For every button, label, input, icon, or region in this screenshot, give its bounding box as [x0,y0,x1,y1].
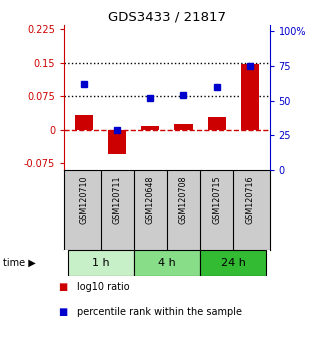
Text: GSM120711: GSM120711 [113,176,122,224]
Text: 1 h: 1 h [92,258,109,268]
Bar [134,250,200,276]
Text: GSM120648: GSM120648 [146,176,155,224]
Text: ■: ■ [58,282,67,292]
Text: log10 ratio: log10 ratio [77,282,130,292]
Bar [75,115,93,130]
Text: time ▶: time ▶ [3,258,36,268]
Bar [241,64,259,130]
Text: percentile rank within the sample: percentile rank within the sample [77,307,242,316]
Text: ■: ■ [58,307,67,316]
Text: 24 h: 24 h [221,258,246,268]
Bar [200,250,266,276]
Bar [141,126,160,130]
Text: GSM120716: GSM120716 [245,176,254,224]
Text: 4 h: 4 h [158,258,176,268]
Bar [108,130,126,154]
Text: GSM120715: GSM120715 [212,176,221,224]
Text: GSM120710: GSM120710 [80,176,89,224]
Title: GDS3433 / 21817: GDS3433 / 21817 [108,11,226,24]
Text: GSM120708: GSM120708 [179,176,188,224]
Bar [174,124,193,130]
Bar [207,117,226,130]
Bar [67,250,134,276]
